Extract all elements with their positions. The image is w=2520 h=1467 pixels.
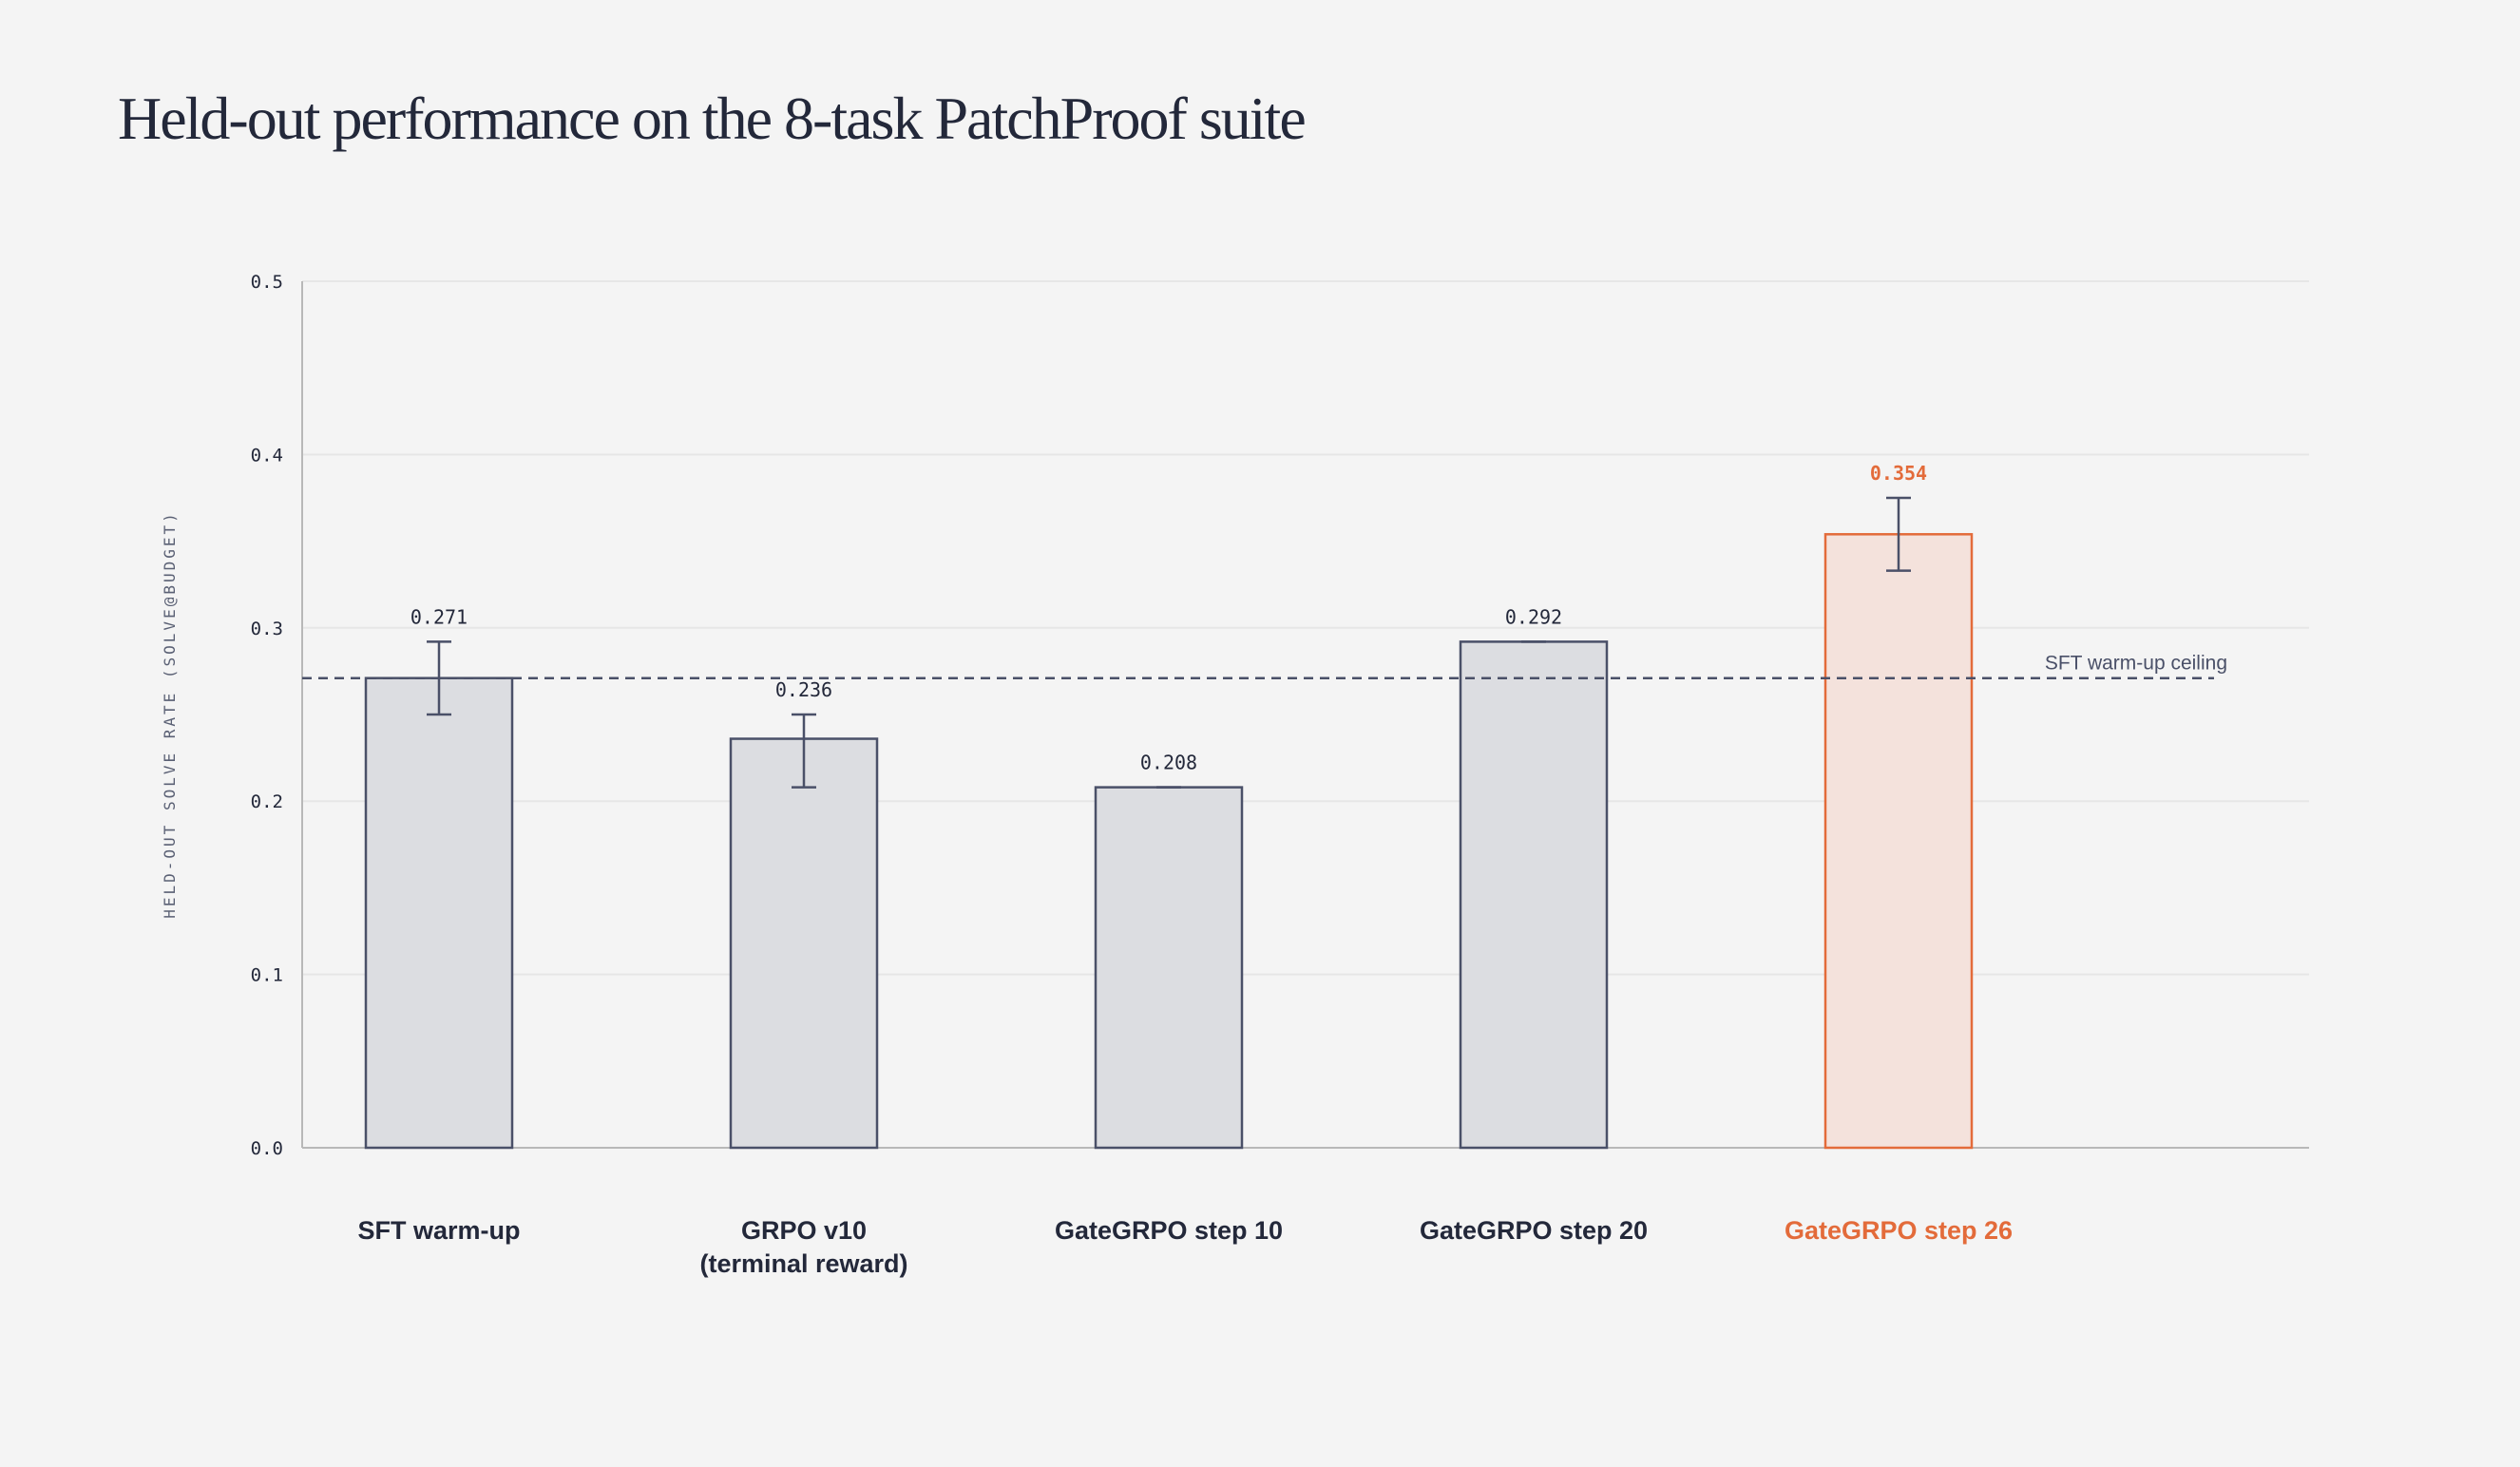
y-tick-label: 0.0 xyxy=(251,1138,283,1159)
value-label: 0.354 xyxy=(1870,462,1927,485)
y-axis-label: HELD-OUT SOLVE RATE (SOLVE@BUDGET) xyxy=(161,510,179,919)
y-tick-label: 0.3 xyxy=(251,619,283,639)
y-tick-label: 0.4 xyxy=(251,445,283,466)
y-tick-label: 0.2 xyxy=(251,791,283,812)
error-bars xyxy=(427,496,1911,789)
value-label: 0.236 xyxy=(775,678,832,701)
bar xyxy=(364,676,514,1150)
bar xyxy=(1823,533,1974,1150)
x-tick-label: GateGRPO step 20 xyxy=(1420,1216,1648,1245)
value-label: 0.208 xyxy=(1140,752,1197,774)
y-tick-label: 0.1 xyxy=(251,965,283,986)
bar xyxy=(1094,786,1244,1150)
value-label: 0.292 xyxy=(1505,605,1562,628)
bar xyxy=(1459,640,1609,1150)
chart-title: Held-out performance on the 8-task Patch… xyxy=(118,85,1307,152)
reference-line-label: SFT warm-up ceiling xyxy=(2045,653,2227,675)
labels: 0.0 0.1 0.2 0.3 0.4 0.5 HELD-OUT SOLVE RATE (S… xyxy=(161,272,2227,1278)
x-tick-label: GRPO v10 xyxy=(741,1216,867,1245)
value-label: 0.271 xyxy=(410,605,468,628)
x-tick-label: GateGRPO step 26 xyxy=(1785,1216,2013,1245)
axes xyxy=(301,281,2309,1149)
y-tick-label: 0.5 xyxy=(251,272,283,293)
x-tick-label: SFT warm-up xyxy=(357,1216,520,1245)
x-tick-label: GateGRPO step 10 xyxy=(1055,1216,1283,1245)
x-tick-label: (terminal reward) xyxy=(699,1249,907,1278)
grid-lines xyxy=(302,280,2309,976)
bar xyxy=(729,737,879,1150)
bars xyxy=(364,533,1974,1150)
